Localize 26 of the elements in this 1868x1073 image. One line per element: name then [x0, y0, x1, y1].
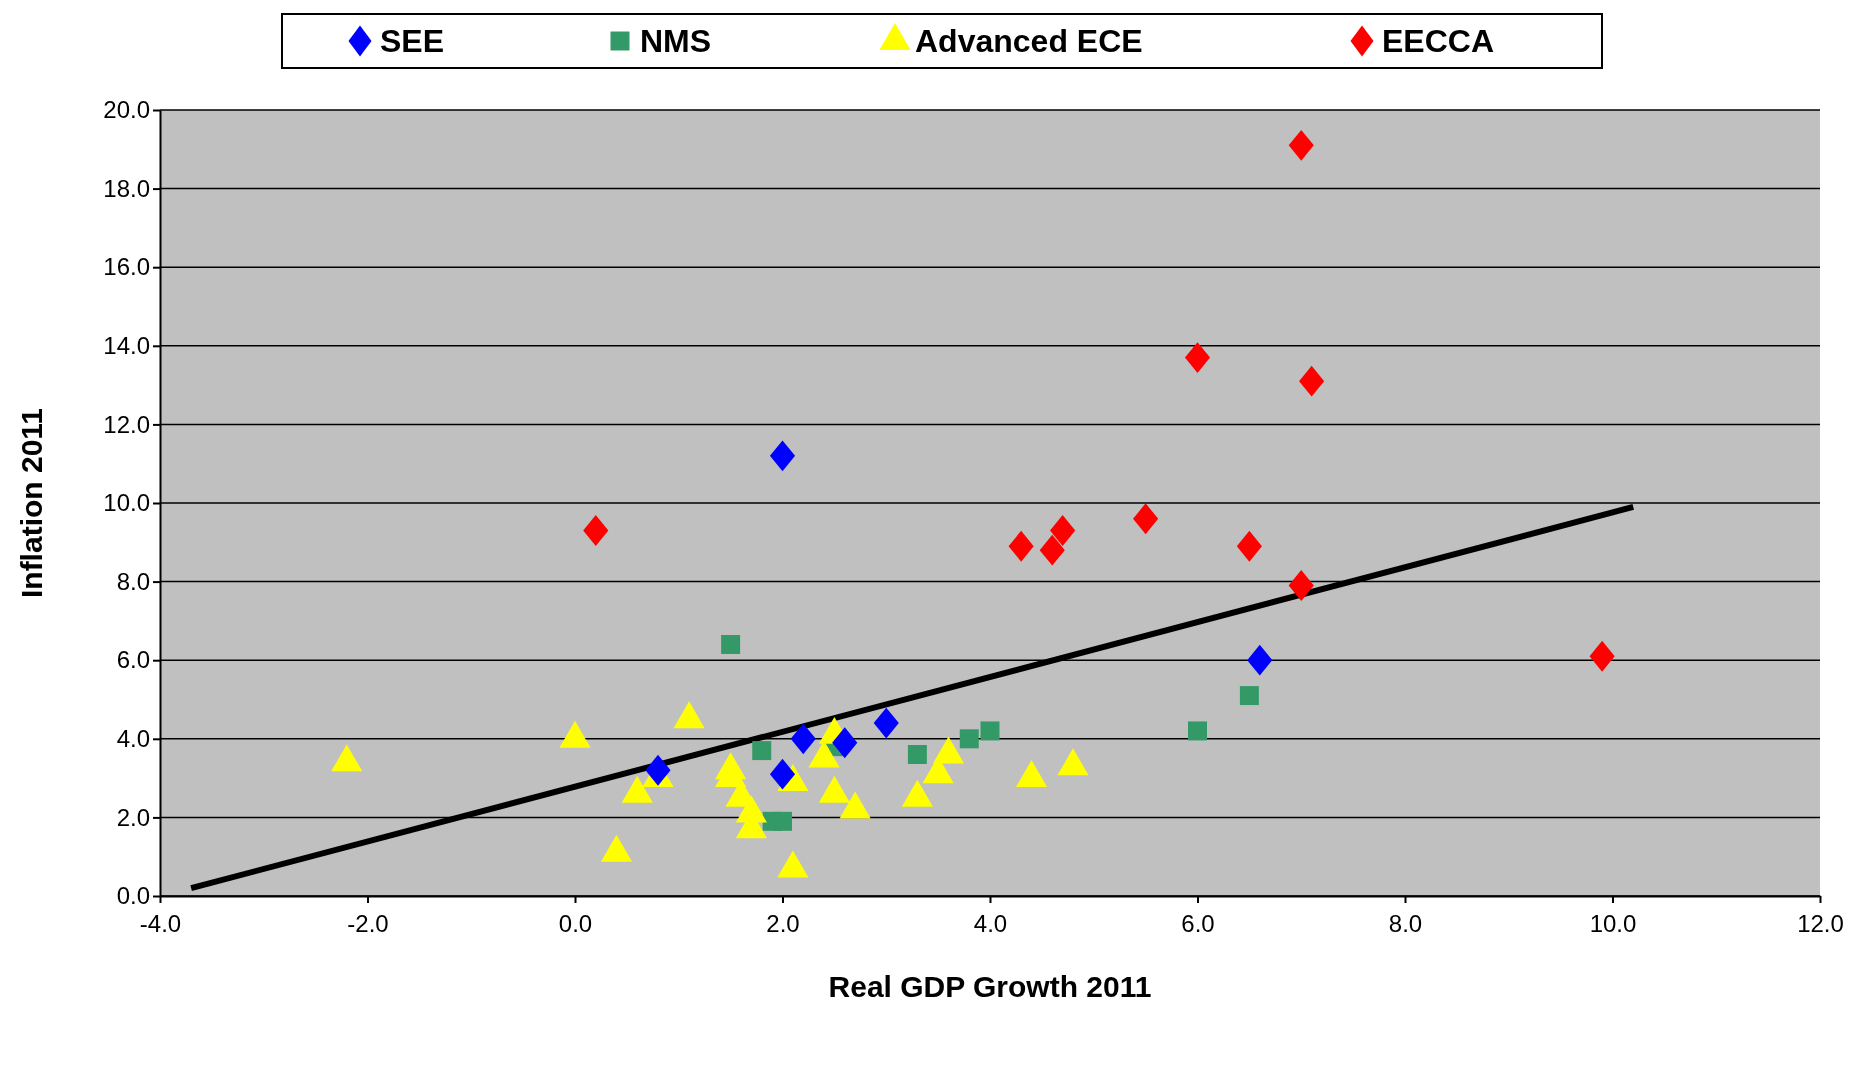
x-tick-label: 12.0	[1797, 910, 1844, 938]
y-tick-label: 2.0	[116, 803, 150, 831]
x-tick-label: 4.0	[973, 910, 1008, 938]
x-tick-label: 6.0	[1181, 910, 1215, 938]
y-tick-label: 18.0	[103, 174, 150, 202]
y-tick-label: 16.0	[103, 253, 150, 281]
y-tick-label: 0.0	[116, 882, 150, 910]
x-axis-title: Real GDP Growth 2011	[828, 970, 1152, 1003]
y-tick-label: 10.0	[103, 489, 150, 517]
y-tick-label: 20.0	[103, 96, 150, 124]
y-tick-label: 14.0	[103, 331, 150, 359]
legend-label: SEE	[380, 23, 445, 59]
x-tick-label: -2.0	[347, 910, 389, 938]
legend-label: EECCA	[1382, 23, 1495, 59]
x-tick-label: 2.0	[766, 910, 800, 938]
y-tick-label: 6.0	[116, 646, 150, 674]
y-axis-title: Inflation 2011	[15, 407, 48, 599]
y-tick-label: 4.0	[116, 724, 150, 752]
y-tick-label: 12.0	[103, 410, 150, 438]
x-tick-label: 8.0	[1388, 910, 1423, 938]
legend-label: NMS	[640, 23, 712, 59]
legend-label: Advanced ECE	[915, 23, 1143, 59]
x-tick-label: 0.0	[558, 910, 593, 938]
x-tick-label: -4.0	[139, 910, 182, 938]
y-tick-label: 8.0	[116, 567, 150, 595]
x-tick-label: 10.0	[1589, 910, 1637, 938]
